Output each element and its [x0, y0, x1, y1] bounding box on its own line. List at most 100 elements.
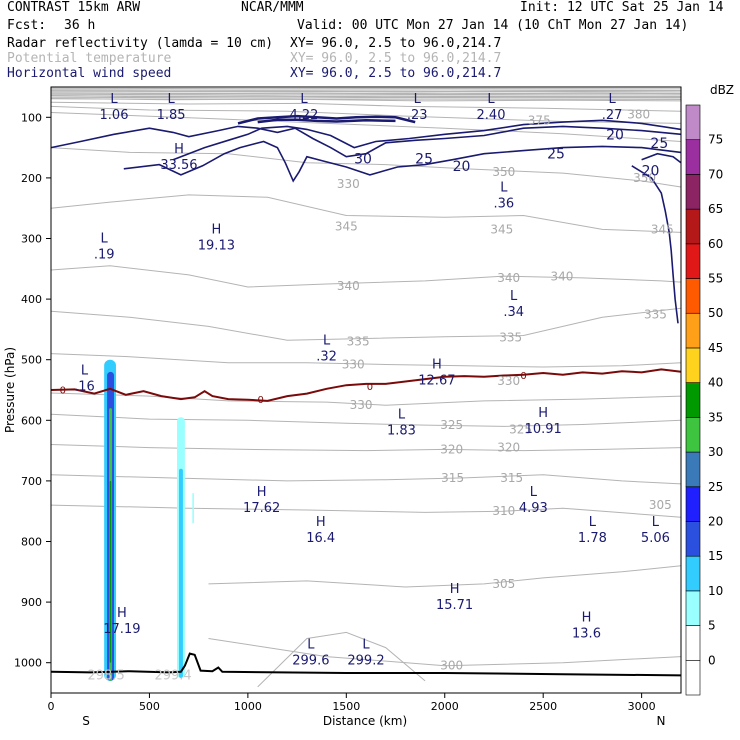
wind-label: 20	[453, 159, 471, 175]
model-name: CONTRAST 15km ARW	[7, 0, 141, 15]
colorbar-tick-label: 50	[708, 306, 723, 320]
extremum-letter: L	[414, 92, 422, 107]
theta-isoline	[50, 504, 682, 518]
wind-isotach	[50, 125, 682, 158]
colorbar-tick-label: 5	[708, 619, 716, 633]
extremum-letter: L	[167, 92, 175, 107]
theta-isoline	[50, 147, 682, 188]
wind-isotach	[641, 152, 682, 164]
wind-isotach	[237, 114, 416, 125]
colorbar-tick-label: 15	[708, 549, 723, 563]
colorbar-tick-label: 75	[708, 133, 723, 147]
theta-label: 320	[497, 441, 520, 455]
theta-label: 305	[492, 577, 515, 591]
extremum-value: 1.85	[157, 108, 186, 123]
colorbar-tick-label: 25	[708, 480, 723, 494]
x-tick-label: 1000	[234, 700, 262, 713]
extremum-value: 15.71	[436, 598, 473, 613]
theta-isoline	[50, 93, 682, 96]
terrain-line	[50, 652, 682, 677]
zero-line-label: 0	[520, 371, 526, 382]
colorbar-swatch	[685, 139, 701, 175]
extremum-value: 298.5	[88, 669, 125, 684]
wind-label: 20	[606, 127, 624, 143]
x-tick-label: 500	[139, 700, 160, 713]
y-tick-label: 1000	[14, 657, 42, 670]
theta-isoline	[50, 95, 682, 97]
zero-line	[50, 368, 682, 402]
theta-isoline	[50, 112, 682, 142]
extremum-value: 5.06	[641, 531, 670, 546]
theta-label: 330	[350, 398, 373, 412]
extremum-letter: H	[174, 142, 184, 157]
reflectivity-shading	[104, 359, 194, 681]
colorbar-swatch	[685, 347, 701, 383]
extremum-value: 16.4	[306, 531, 335, 546]
extremum-letter: L	[307, 638, 315, 653]
extremum-value: 17.19	[103, 622, 140, 637]
wind-label: 25	[415, 152, 433, 168]
zero-line-label: 0	[257, 395, 263, 406]
theta-contour-labels: 380 375 350 350 330 345 345 345 340 340 340 335 335 3…	[335, 107, 674, 672]
extremum-value: .36	[493, 197, 514, 212]
extremum-letter: L	[81, 364, 89, 379]
extremum-letter: L	[589, 515, 597, 530]
extremum-letter: L	[608, 92, 616, 107]
x-tick-label: 1500	[332, 700, 360, 713]
theta-isoline	[50, 96, 682, 99]
theta-isoline	[50, 474, 682, 485]
theta-label: 320	[440, 442, 463, 456]
field-2-name: Potential temperature	[7, 51, 172, 66]
y-tick-label: 300	[21, 233, 42, 246]
extremum-value: .16	[74, 380, 95, 395]
y-tick-label: 800	[21, 536, 42, 549]
theta-isoline	[50, 87, 682, 90]
colorbar-swatch	[685, 555, 701, 592]
theta-label: 335	[499, 330, 522, 344]
extremum-value: .34	[503, 305, 524, 320]
extremum-value: 13.6	[572, 626, 601, 641]
extremum-value: 12.67	[418, 374, 455, 389]
theta-label: 340	[497, 271, 520, 285]
plot-frame	[50, 86, 682, 694]
extremum-letter: H	[432, 358, 442, 373]
theta-label: 315	[441, 471, 464, 485]
colorbar-swatch	[685, 659, 701, 696]
theta-label: 335	[347, 335, 370, 349]
colorbar-tick-label: 10	[708, 584, 723, 598]
field-3-xy: XY= 96.0, 2.5 to 96.0,214.7	[290, 66, 502, 81]
theta-isoline	[208, 638, 682, 667]
x-axis: 0 500 1000 1500 2000 2500 3000	[48, 693, 656, 713]
theta-label: 325	[440, 418, 463, 432]
x-tick-label: 0	[48, 700, 55, 713]
colorbar: dBZ 0 5 10 15 20 25 30 35 40 45 50 55 60 65 70 75	[685, 83, 734, 696]
reflectivity-cell	[109, 480, 112, 663]
wind-isotach	[257, 118, 396, 124]
extremum-letter: L	[300, 92, 308, 107]
theta-isoline	[50, 98, 682, 100]
reflectivity-cell	[192, 493, 194, 524]
wind-contour-labels: 30 25 25 20 20 25 20	[354, 127, 668, 179]
theta-label: 345	[651, 222, 674, 236]
x-axis-title: Distance (km)	[323, 714, 407, 728]
y-tick-label: 500	[21, 354, 42, 367]
theta-label: 375	[528, 113, 551, 127]
colorbar-unit: dBZ	[710, 83, 734, 97]
extremum-value: 1.78	[578, 531, 607, 546]
zero-line-label: 0	[367, 382, 373, 393]
extremum-letter: H	[211, 222, 221, 237]
theta-label: 350	[492, 165, 515, 179]
extremum-letter: L	[510, 289, 518, 304]
extremum-letter: L	[652, 515, 660, 530]
extremum-letter: L	[110, 92, 118, 107]
field-3-name: Horizontal wind speed	[7, 66, 172, 81]
extremum-letter: H	[582, 610, 592, 625]
extremum-letter: L	[530, 485, 538, 500]
theta-isoline	[50, 101, 682, 112]
wind-isotach	[123, 140, 682, 183]
y-tick-label: 100	[21, 111, 42, 124]
colorbar-tick-label: 20	[708, 514, 723, 528]
wind-label: 30	[354, 152, 372, 168]
colorbar-tick-label: 60	[708, 237, 723, 251]
